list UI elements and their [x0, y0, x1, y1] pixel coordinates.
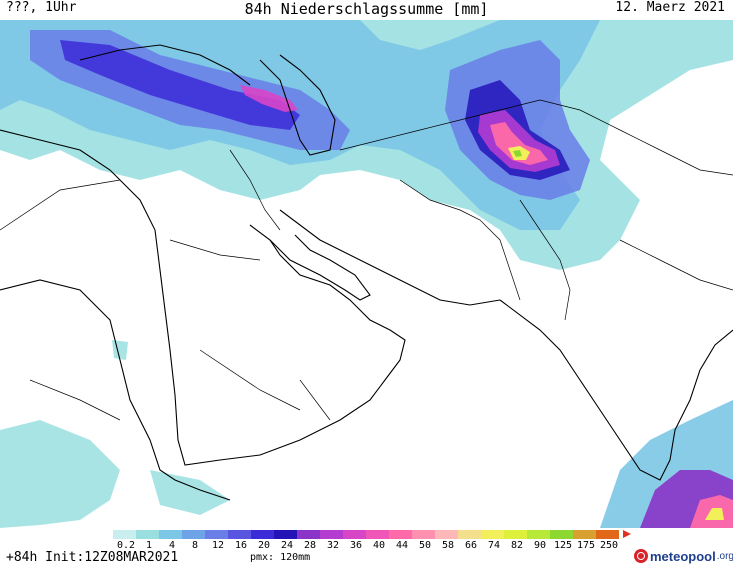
- legend-color-segment: [228, 530, 251, 539]
- legend-label: 36: [349, 540, 363, 551]
- legend-color-segment: [297, 530, 320, 539]
- legend-color-segment: [182, 530, 205, 539]
- legend-label: 82: [510, 540, 524, 551]
- coastline-arabia: [119, 179, 406, 466]
- legend-color-segment: [435, 530, 458, 539]
- color-legend-bar: [113, 530, 619, 539]
- precip-small-cell: [112, 340, 128, 360]
- legend-color-segment: [481, 530, 504, 539]
- legend-label: 250: [599, 540, 619, 551]
- legend-label: 50: [418, 540, 432, 551]
- precip-southwest: [0, 420, 120, 528]
- legend-label: 44: [395, 540, 409, 551]
- legend-label: 58: [441, 540, 455, 551]
- legend-label: 12: [211, 540, 225, 551]
- border-iran-iraq: [229, 149, 281, 231]
- legend-color-segment: [113, 530, 136, 539]
- legend-color-segment: [251, 530, 274, 539]
- legend-label: 4: [168, 540, 176, 551]
- border-afghanistan: [399, 179, 521, 301]
- init-time-label: +84h Init:12Z08MAR2021: [6, 550, 179, 565]
- legend-label: 20: [257, 540, 271, 551]
- legend-label: 28: [303, 540, 317, 551]
- precip-green-core: [513, 150, 522, 157]
- legend-label: 90: [533, 540, 547, 551]
- legend-label: 125: [553, 540, 573, 551]
- legend-label: 66: [464, 540, 478, 551]
- border-pakistan-india: [519, 199, 571, 321]
- date-label: 12. Maerz 2021: [615, 0, 725, 15]
- legend-color-segment: [159, 530, 182, 539]
- legend-label: 74: [487, 540, 501, 551]
- legend-color-segment: [320, 530, 343, 539]
- legend-label: 1: [145, 540, 153, 551]
- pmx-label: pmx: 120mm: [250, 552, 311, 563]
- legend-color-segment: [412, 530, 435, 539]
- coastline-persian-gulf: [269, 234, 371, 301]
- legend-label: 24: [280, 540, 294, 551]
- legend-color-segment: [527, 530, 550, 539]
- legend-label: 16: [234, 540, 248, 551]
- legend-color-segment: [389, 530, 412, 539]
- coastline-caspian: [259, 54, 336, 156]
- legend-color-segment: [274, 530, 297, 539]
- legend-color-segment: [136, 530, 159, 539]
- legend-color-segment: [573, 530, 596, 539]
- legend-color-segment: [504, 530, 527, 539]
- coastline-mediterranean: [0, 129, 121, 181]
- legend-color-segment: [596, 530, 619, 539]
- precip-deep-blue-west: [60, 40, 300, 130]
- border-india-east: [619, 239, 733, 291]
- legend-label: 0.2: [116, 540, 136, 551]
- legend-label: 175: [576, 540, 596, 551]
- meteopool-logo-icon: [634, 549, 648, 563]
- legend-color-segment: [366, 530, 389, 539]
- legend-label: 32: [326, 540, 340, 551]
- map-title: 84h Niederschlagssumme [mm]: [244, 0, 489, 18]
- legend-label: 40: [372, 540, 386, 551]
- brand-tld: .org: [716, 550, 733, 562]
- map-header: ???, 1Uhr 84h Niederschlagssumme [mm] 12…: [0, 0, 733, 20]
- meteopool-logo-link[interactable]: meteopool .org: [634, 547, 733, 565]
- precip-pink-west: [240, 85, 298, 112]
- precip-red-sea: [150, 470, 230, 515]
- border-arabia-inner: [169, 239, 331, 421]
- coastline-india: [499, 299, 733, 481]
- borders-and-coastlines: [0, 44, 733, 501]
- border-central-asia: [339, 99, 733, 176]
- legend-overflow-arrow: [623, 530, 631, 538]
- legend-color-segment: [458, 530, 481, 539]
- precip-southeast-yellow: [705, 508, 724, 520]
- coastline-iran: [279, 209, 501, 306]
- legend-label: 8: [191, 540, 199, 551]
- brand-name: meteopool: [650, 548, 716, 564]
- border-africa-inner: [0, 179, 121, 421]
- coastline-black-sea: [79, 44, 251, 86]
- map-canvas: [0, 20, 733, 528]
- legend-labels: 0.2 1 4 8 12 16 20 24 28 32 36 40 44 50 58 66 74 82 90 125 1…: [110, 540, 640, 552]
- legend-color-segment: [550, 530, 573, 539]
- legend-color-segment: [343, 530, 366, 539]
- precip-pink-core: [490, 122, 548, 165]
- coastline-africa: [0, 279, 231, 501]
- map-footer: 0.2 1 4 8 12 16 20 24 28 32 36 40 44 50 58 66 74 82 90 125 1…: [0, 528, 733, 566]
- legend-color-segment: [205, 530, 228, 539]
- valid-time-label: ???, 1Uhr: [6, 0, 77, 15]
- precipitation-map: [0, 20, 733, 528]
- precipitation-fields: [0, 20, 733, 528]
